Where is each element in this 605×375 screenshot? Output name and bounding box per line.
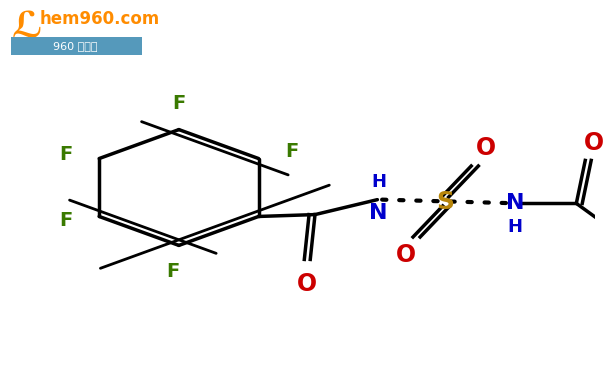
Text: O: O [584,131,604,155]
Text: F: F [172,94,186,113]
Text: O: O [297,273,318,297]
Text: F: F [286,142,298,160]
Text: O: O [476,136,495,160]
Text: F: F [59,211,73,230]
Text: hem960.com: hem960.com [39,10,160,28]
Text: O: O [396,243,416,267]
Text: S: S [437,189,455,213]
Text: H: H [371,173,386,191]
Text: F: F [59,145,73,164]
Text: N: N [506,194,525,213]
Text: H: H [508,218,523,236]
Bar [11,37,142,55]
Text: F: F [166,262,180,281]
Text: 960 化工网: 960 化工网 [53,41,97,51]
Text: ℒ: ℒ [11,10,42,44]
Text: N: N [369,202,388,223]
